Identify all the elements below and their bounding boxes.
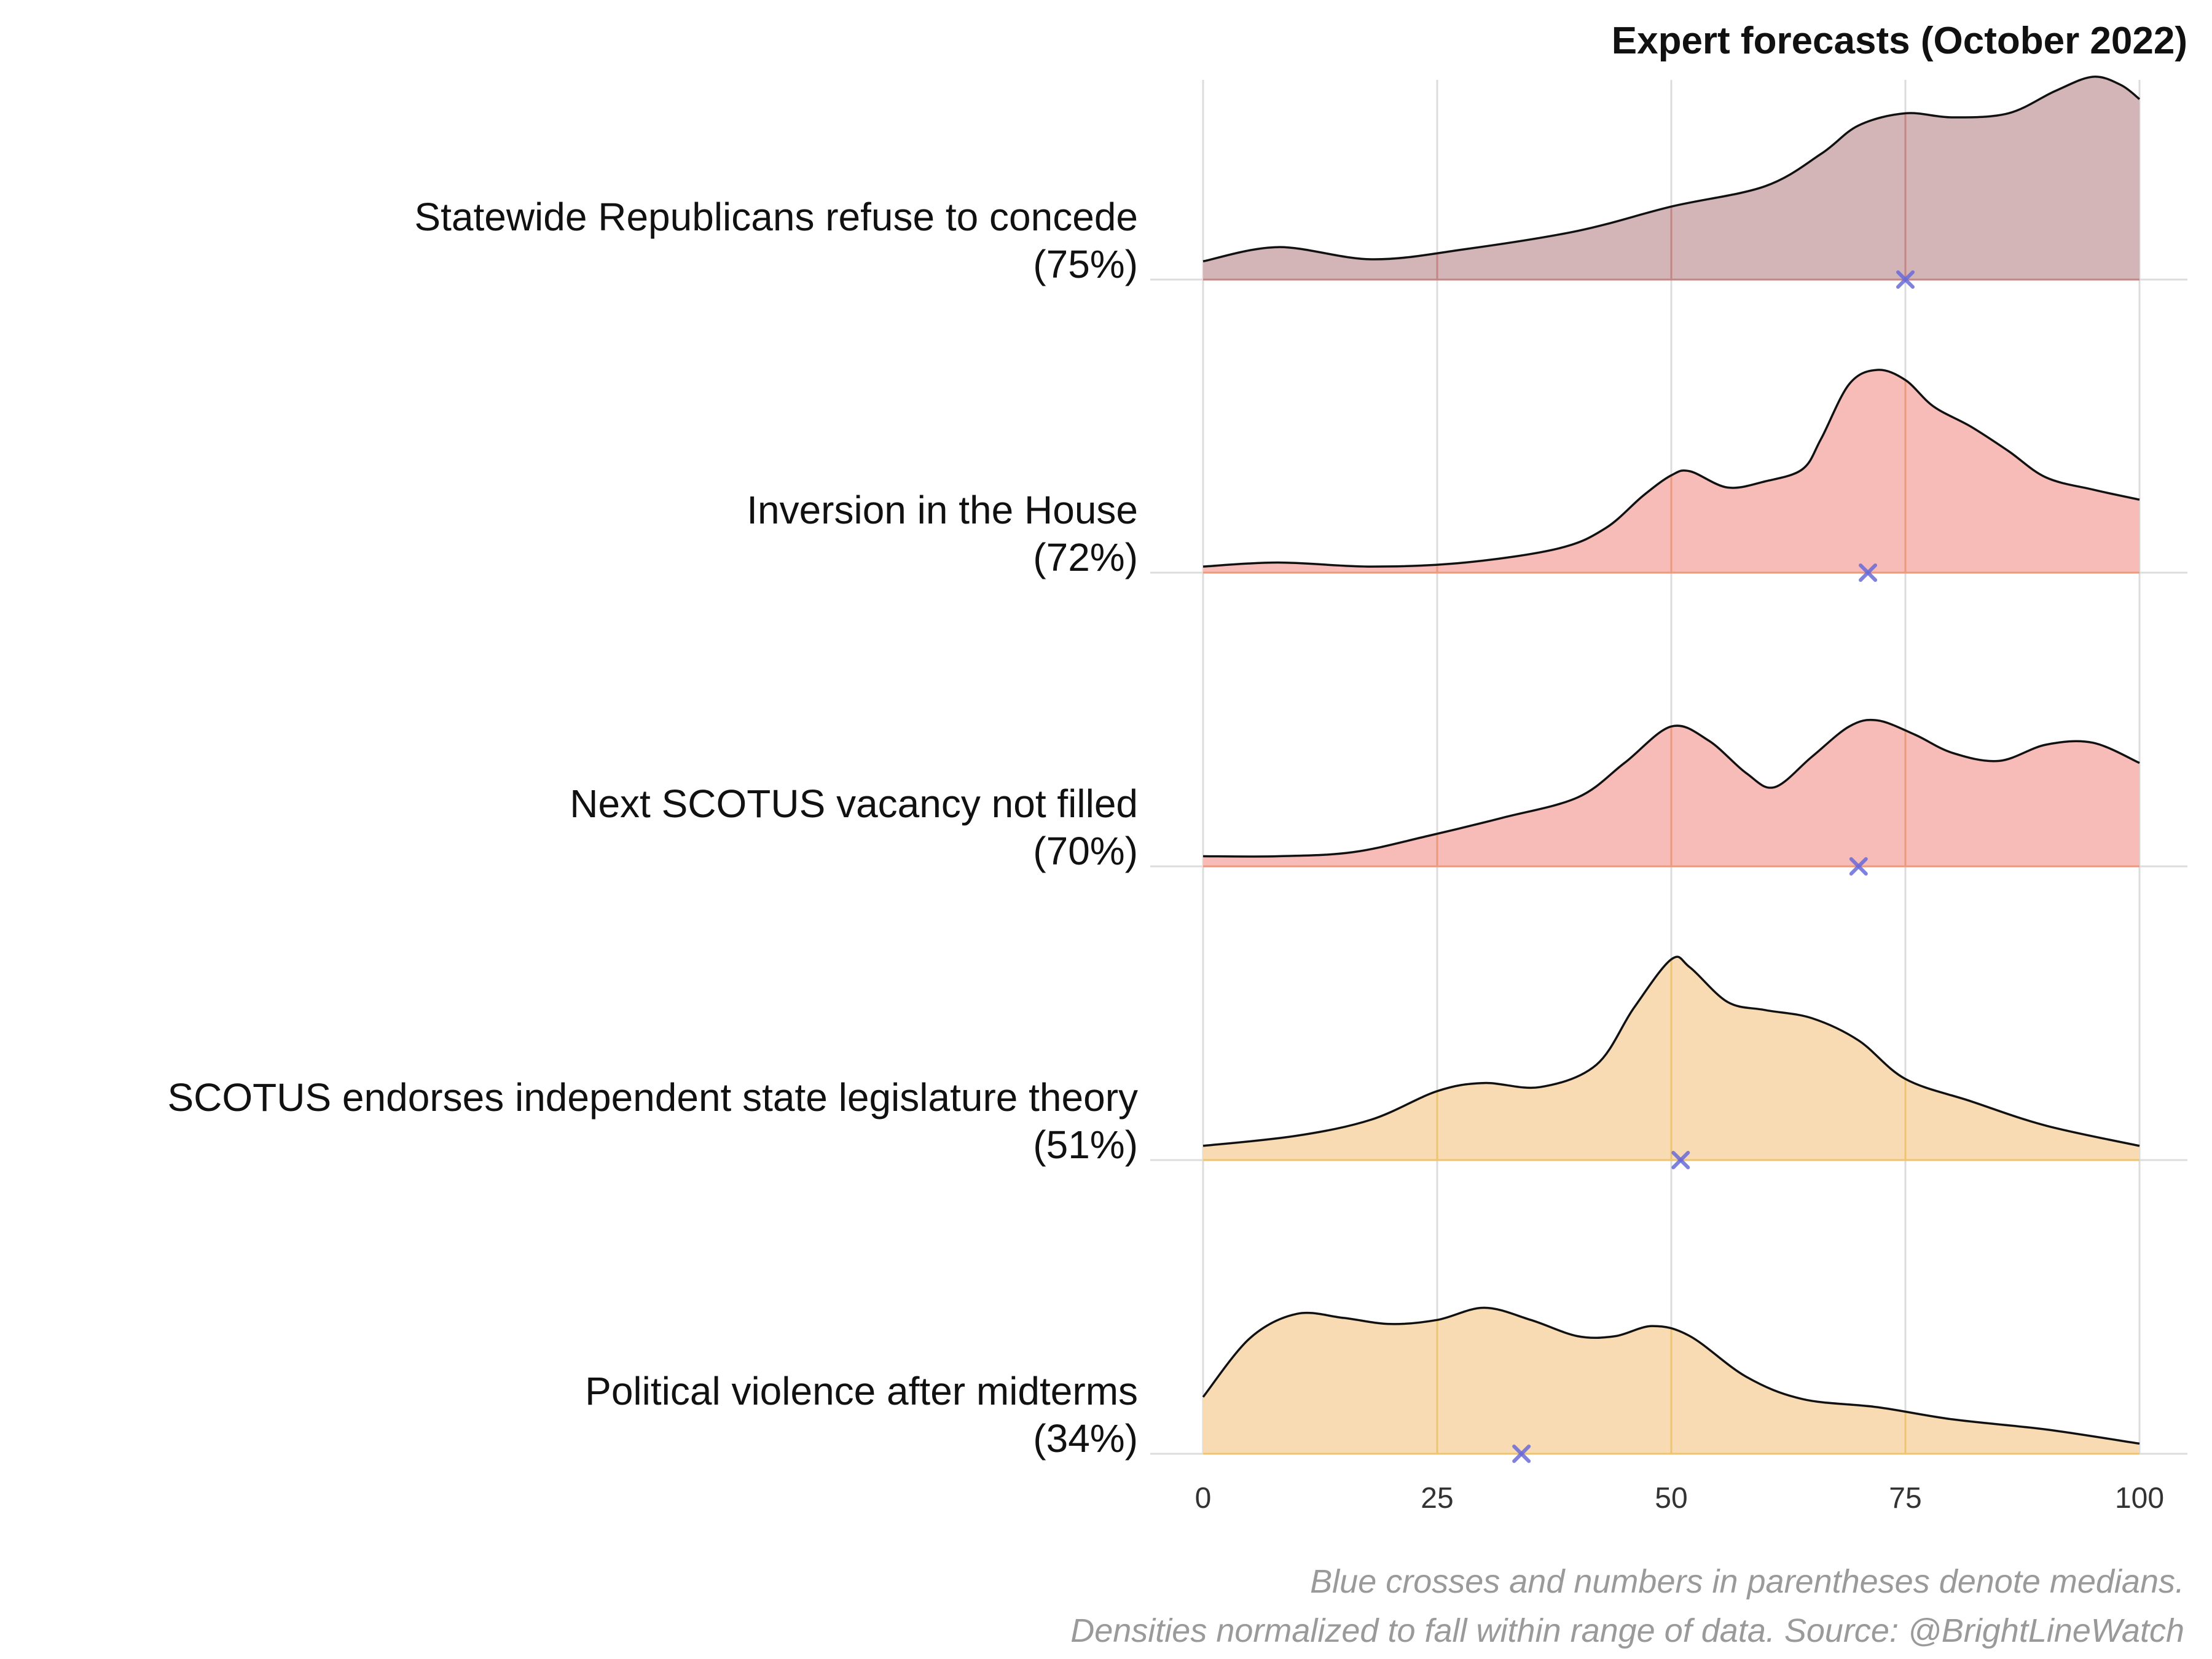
row-median-label: (75%) xyxy=(1033,242,1138,286)
density-curve xyxy=(1202,718,2140,858)
caption: Blue crosses and numbers in parentheses … xyxy=(1070,1563,2184,1649)
density-curve xyxy=(1202,1306,2140,1445)
row-label: Next SCOTUS vacancy not filled xyxy=(570,782,1138,826)
x-axis-ticks: 0 25 50 75 100 xyxy=(1195,1482,2164,1515)
median-markers xyxy=(1512,270,1915,1463)
row-labels: Statewide Republicans refuse to concede(… xyxy=(167,195,1138,1461)
density-curve xyxy=(1202,76,2141,263)
ridges xyxy=(1202,76,2141,1455)
row-median-label: (70%) xyxy=(1033,829,1138,873)
row-label: SCOTUS endorses independent state legisl… xyxy=(167,1075,1138,1120)
median-cross-marker xyxy=(1849,857,1868,876)
row-label: Statewide Republicans refuse to concede xyxy=(414,195,1138,239)
row-median-label: (51%) xyxy=(1033,1123,1138,1167)
row-label: Political violence after midterms xyxy=(585,1369,1138,1413)
median-cross-marker xyxy=(1859,563,1878,582)
row-median-label: (72%) xyxy=(1033,535,1138,579)
chart-title: Expert forecasts (October 2022) xyxy=(1612,20,2187,62)
density-curve xyxy=(1202,369,2140,568)
x-tick-label: 75 xyxy=(1889,1482,1921,1515)
x-tick-label: 25 xyxy=(1421,1482,1453,1515)
row-label: Inversion in the House xyxy=(747,488,1138,532)
median-cross-marker xyxy=(1896,270,1915,289)
median-cross-marker xyxy=(1671,1151,1690,1169)
density-curve xyxy=(1202,955,2140,1147)
x-tick-label: 0 xyxy=(1195,1482,1212,1515)
x-tick-label: 100 xyxy=(2115,1482,2164,1515)
x-tick-label: 50 xyxy=(1655,1482,1687,1515)
median-cross-marker xyxy=(1512,1445,1531,1463)
row-median-label: (34%) xyxy=(1033,1416,1138,1461)
caption-line-2: Densities normalized to fall within rang… xyxy=(1070,1612,2184,1649)
caption-line-1: Blue crosses and numbers in parentheses … xyxy=(1310,1563,2184,1600)
